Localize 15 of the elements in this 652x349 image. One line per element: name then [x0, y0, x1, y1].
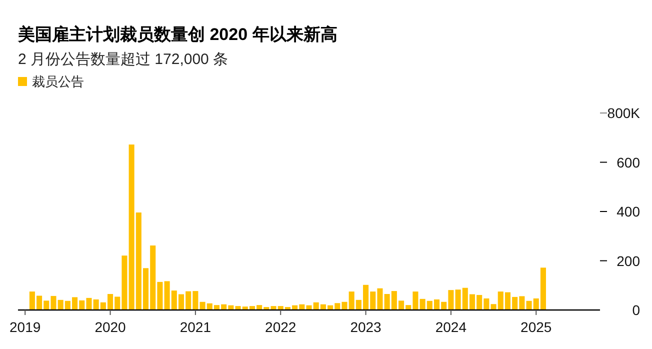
y-tick-label: 400 [616, 204, 640, 220]
x-tick-label: 2023 [350, 319, 382, 335]
x-tick-label: 2022 [265, 319, 296, 335]
x-tick-label: 2024 [435, 319, 467, 335]
y-tick-label: 600 [616, 154, 640, 170]
x-tick-label: 2019 [10, 319, 41, 335]
y-tick-label: 200 [616, 252, 640, 269]
x-tick-label: 2020 [94, 319, 126, 335]
y-tick-label: 800K [607, 105, 641, 121]
x-tick-label: 2021 [180, 319, 212, 335]
chart-title: 美国雇主计划裁员数量创 2020 年以来新高 [17, 25, 338, 44]
chart-subtitle: 2 月份公告数量超过 172,000 条 [18, 51, 228, 68]
y-tick-label: 0 [632, 302, 640, 318]
legend-label: 裁员公告 [32, 74, 84, 89]
x-tick-label: 2025 [520, 319, 552, 335]
